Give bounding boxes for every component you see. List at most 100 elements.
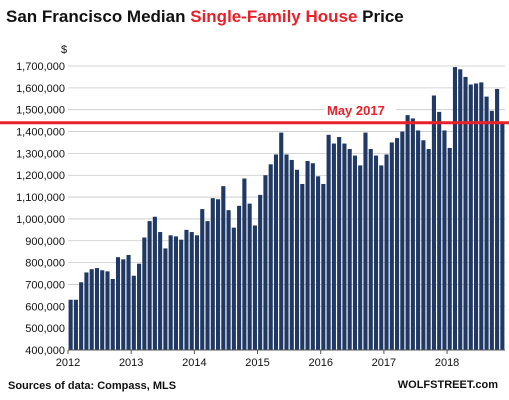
bar: [431, 95, 436, 350]
bar: [352, 155, 357, 350]
bar: [258, 194, 263, 350]
bar: [210, 198, 215, 350]
bar: [316, 176, 321, 350]
bar: [468, 84, 473, 351]
bar: [447, 147, 452, 350]
chart-title: San Francisco Median Single-Family House…: [6, 7, 404, 26]
bar: [110, 279, 115, 350]
bar: [94, 268, 100, 350]
y-tick-label: 1,000,000: [16, 214, 65, 226]
bar: [126, 254, 131, 350]
x-tick-label: 2013: [119, 357, 143, 369]
bar: [221, 186, 226, 350]
x-tick-label: 2015: [245, 357, 269, 369]
bar: [131, 275, 136, 350]
y-tick-label: 1,700,000: [16, 61, 65, 73]
bar: [79, 282, 84, 350]
bar: [452, 67, 458, 350]
x-axis: 2012 2013 2014 2015 2016 2017 2018: [56, 349, 505, 369]
bar: [410, 118, 415, 350]
bar: [473, 83, 479, 350]
bar: [458, 69, 463, 351]
bar: [73, 299, 78, 350]
bar: [158, 232, 163, 350]
bar: [247, 203, 252, 350]
bar: [495, 88, 500, 350]
x-tick-label: 2017: [372, 357, 396, 369]
bar: [284, 154, 289, 350]
brand-label: WOLFSTREET.com: [398, 379, 498, 391]
bar: [426, 149, 431, 350]
bar: [289, 159, 294, 350]
bar: [389, 142, 394, 350]
bar: [263, 175, 268, 350]
bar: [89, 269, 94, 350]
bar: [379, 165, 384, 350]
y-tick-label: 1,400,000: [16, 127, 65, 139]
bars: [68, 67, 505, 351]
bar: [484, 96, 489, 350]
reference-line-label: May 2017: [327, 103, 385, 118]
bar: [395, 138, 400, 350]
x-tick-label: 2014: [182, 357, 206, 369]
bar: [168, 235, 173, 350]
source-note: Sources of data: Compass, MLS: [8, 380, 176, 392]
bar: [310, 163, 315, 350]
bar: [294, 169, 300, 350]
bar: [163, 248, 168, 350]
x-tick-label: 2012: [56, 357, 80, 369]
y-tick-label: 1,600,000: [16, 83, 65, 95]
bar: [331, 143, 336, 350]
bar: [421, 140, 426, 350]
y-tick-label: 900,000: [25, 236, 65, 248]
bar: [305, 161, 310, 350]
x-tick-label: 2016: [308, 357, 332, 369]
bar: [205, 221, 210, 350]
bar: [231, 227, 236, 350]
bar: [237, 205, 242, 350]
bar: [200, 209, 205, 350]
bar: [242, 178, 247, 350]
bar: [358, 165, 363, 350]
bar: [100, 270, 105, 350]
bar: [142, 237, 147, 350]
y-tick-label: 1,200,000: [16, 170, 65, 182]
y-tick-label: 400,000: [25, 345, 65, 357]
y-tick-label: 700,000: [25, 279, 65, 291]
bar: [226, 210, 231, 350]
bar: [363, 132, 368, 350]
bar: [400, 131, 405, 350]
bar: [84, 272, 89, 350]
bar: [137, 263, 142, 350]
bar: [368, 149, 373, 350]
bar: [437, 111, 442, 350]
bar: [184, 229, 189, 350]
y-axis: 400,000 500,000 600,000 700,000 800,000 900,0…: [16, 61, 65, 357]
bar: [268, 164, 273, 350]
bar: [173, 236, 178, 350]
bar: [152, 216, 157, 350]
bar: [121, 259, 126, 350]
bar: [194, 235, 200, 350]
y-tick-label: 1,100,000: [16, 192, 65, 204]
y-tick-label: 600,000: [25, 301, 65, 313]
y-tick-label: 1,300,000: [16, 148, 65, 160]
bar: [147, 221, 152, 350]
bar: [442, 130, 447, 350]
y-axis-label: $: [61, 44, 67, 56]
bar: [384, 154, 389, 350]
bar: [500, 122, 505, 350]
bar: [337, 137, 342, 350]
bar: [321, 183, 326, 350]
bar: [300, 183, 305, 350]
bar: [463, 76, 468, 350]
x-tick-label: 2018: [435, 357, 459, 369]
bar: [373, 155, 379, 350]
reference-label-bg: [324, 101, 396, 119]
bar: [416, 130, 421, 350]
bar: [273, 154, 279, 350]
reference-line-group: May 2017: [0, 101, 509, 125]
bar: [279, 132, 284, 350]
bar: [189, 232, 194, 350]
